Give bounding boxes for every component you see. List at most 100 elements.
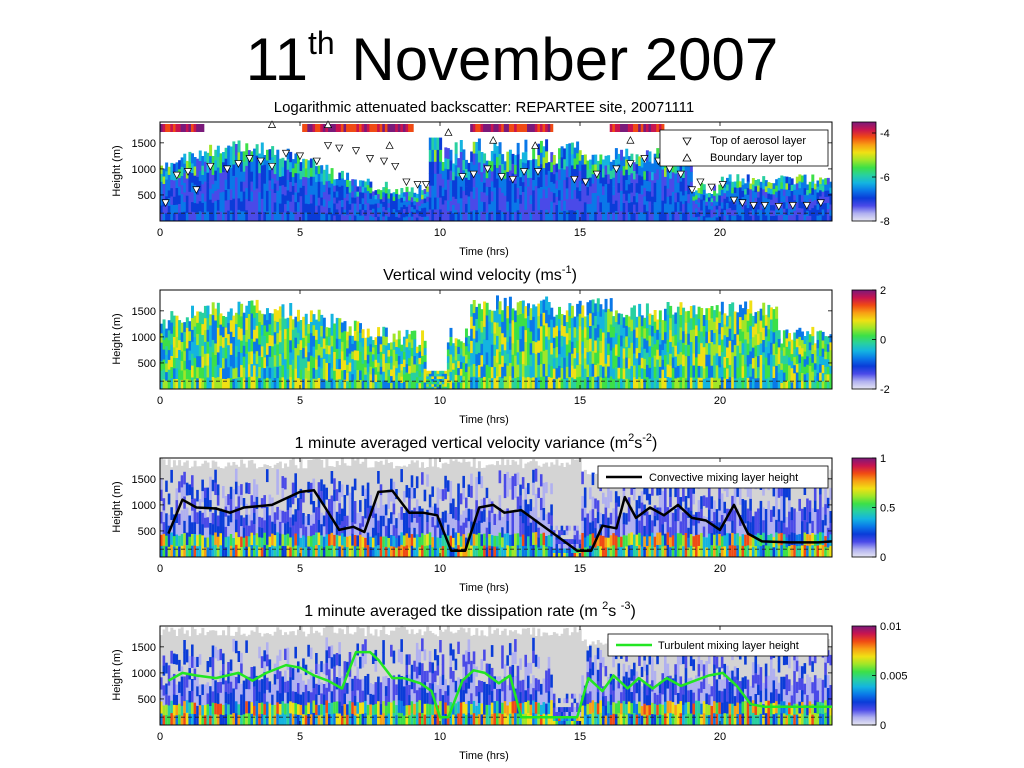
field-cell bbox=[813, 369, 817, 377]
field-cell bbox=[532, 352, 536, 366]
field-cell bbox=[446, 189, 450, 201]
field-cell bbox=[651, 212, 655, 222]
field-cell bbox=[519, 515, 523, 527]
field-cell bbox=[777, 208, 781, 216]
field-cell bbox=[291, 319, 295, 330]
field-cell bbox=[632, 365, 636, 378]
field-cell bbox=[340, 532, 344, 546]
field-cell bbox=[185, 124, 189, 132]
field-cell bbox=[446, 362, 450, 370]
field-cell bbox=[441, 376, 445, 379]
field-cell bbox=[772, 331, 776, 344]
field-cell bbox=[222, 521, 226, 534]
field-cell bbox=[413, 347, 417, 356]
field-cell bbox=[622, 202, 626, 213]
field-cell bbox=[558, 548, 562, 553]
field-cell bbox=[418, 363, 422, 371]
field-cell bbox=[402, 200, 406, 205]
field-cell bbox=[191, 153, 194, 164]
field-cell bbox=[824, 214, 828, 222]
field-cell bbox=[289, 507, 293, 518]
field-cell bbox=[715, 209, 719, 214]
field-cell bbox=[185, 195, 189, 205]
field-cell bbox=[278, 545, 282, 558]
field-cell bbox=[441, 383, 445, 387]
field-cell bbox=[240, 191, 244, 202]
field-cell bbox=[627, 337, 631, 348]
field-cell bbox=[632, 305, 636, 318]
field-cell bbox=[759, 320, 763, 332]
field-cell bbox=[485, 169, 489, 179]
field-cell bbox=[741, 365, 745, 378]
field-cell bbox=[219, 532, 223, 546]
field-cell bbox=[307, 342, 311, 353]
field-cell bbox=[741, 184, 745, 191]
field-cell bbox=[273, 377, 277, 390]
field-cell bbox=[379, 198, 383, 204]
field-cell bbox=[214, 331, 218, 344]
field-cell bbox=[601, 194, 605, 204]
field-cell bbox=[240, 328, 244, 341]
field-cell bbox=[728, 340, 732, 353]
field-cell bbox=[589, 194, 593, 204]
field-cell bbox=[537, 376, 541, 390]
field-cell bbox=[542, 167, 546, 179]
field-cell bbox=[408, 497, 412, 509]
field-cell bbox=[405, 363, 409, 373]
field-cell bbox=[811, 207, 815, 215]
field-cell bbox=[596, 350, 600, 364]
field-cell bbox=[713, 332, 717, 345]
panel-2-plot-area bbox=[160, 295, 833, 390]
field-cell bbox=[390, 217, 394, 222]
field-cell bbox=[278, 330, 282, 343]
field-cell bbox=[676, 306, 680, 319]
field-cell bbox=[612, 177, 616, 187]
field-cell bbox=[560, 548, 564, 553]
field-cell bbox=[245, 377, 249, 390]
field-cell bbox=[552, 378, 556, 390]
field-cell bbox=[423, 193, 427, 199]
field-background-column bbox=[165, 465, 169, 557]
field-cell bbox=[586, 513, 590, 525]
field-cell bbox=[720, 189, 724, 196]
field-cell bbox=[227, 504, 231, 516]
field-cell bbox=[320, 512, 324, 525]
field-cell bbox=[276, 310, 280, 322]
field-cell bbox=[294, 172, 298, 183]
field-cell bbox=[284, 378, 288, 390]
field-cell bbox=[645, 200, 649, 212]
field-cell bbox=[710, 341, 714, 354]
field-cell bbox=[371, 340, 375, 348]
field-cell bbox=[632, 329, 636, 342]
aerosol-top-marker bbox=[256, 157, 265, 166]
field-cell bbox=[330, 544, 334, 558]
field-cell bbox=[508, 170, 512, 181]
field-cell bbox=[782, 189, 786, 196]
field-cell bbox=[245, 305, 249, 318]
field-cell bbox=[707, 201, 711, 206]
field-cell bbox=[563, 367, 567, 379]
field-cell bbox=[674, 173, 678, 184]
field-cell bbox=[604, 350, 608, 364]
field-cell bbox=[446, 148, 450, 159]
field-cell bbox=[291, 493, 295, 505]
field-cell bbox=[630, 124, 634, 132]
field-cell bbox=[552, 543, 556, 549]
field-cell bbox=[542, 178, 546, 190]
field-cell bbox=[470, 376, 474, 390]
field-cell bbox=[214, 200, 218, 212]
field-cell bbox=[547, 545, 551, 558]
field-cell bbox=[684, 366, 688, 379]
field-cell bbox=[343, 350, 347, 361]
field-cell bbox=[483, 301, 487, 315]
field-cell bbox=[744, 364, 748, 377]
field-cell bbox=[757, 344, 761, 356]
field-background-column bbox=[304, 468, 308, 557]
field-cell bbox=[271, 545, 275, 558]
field-cell bbox=[684, 377, 688, 390]
field-cell bbox=[232, 368, 236, 379]
field-cell bbox=[552, 552, 556, 558]
field-cell bbox=[242, 312, 246, 324]
field-cell bbox=[560, 324, 564, 336]
field-cell bbox=[374, 513, 378, 525]
